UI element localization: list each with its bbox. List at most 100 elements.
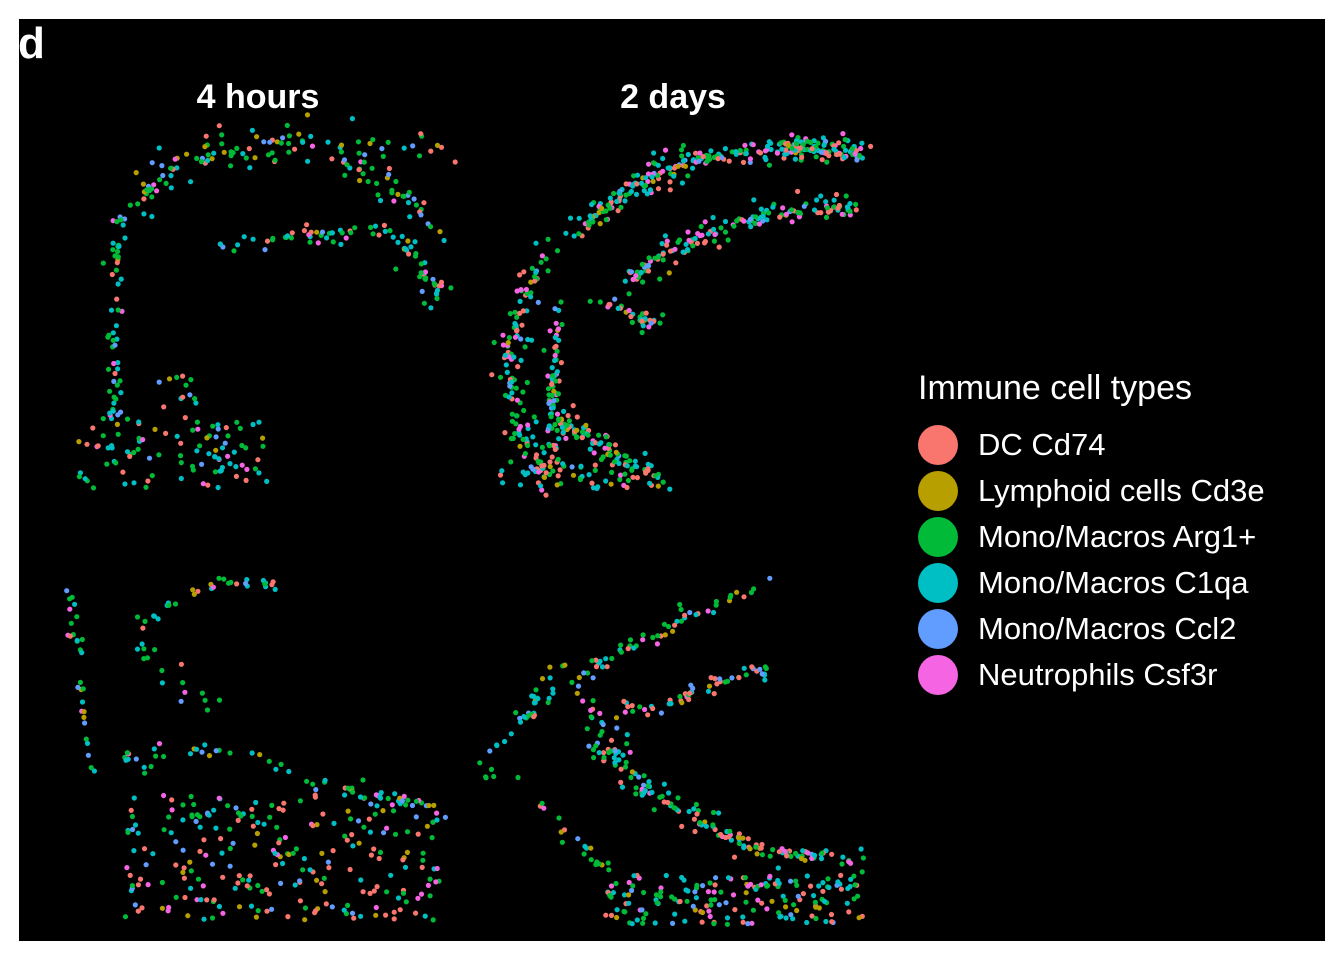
cell-point-4-hours <box>372 811 378 817</box>
cell-point-4-hours <box>356 167 362 173</box>
cell-point-4-hours <box>72 601 78 607</box>
cell-point-2-days <box>680 158 687 164</box>
cell-point-2-days <box>551 398 557 404</box>
cell-point-2-days <box>701 240 708 246</box>
cell-point-2-days <box>560 461 566 467</box>
cell-point-2-days <box>665 623 672 630</box>
cell-point-2-days <box>497 374 504 380</box>
cell-point-2-days <box>541 474 548 480</box>
cell-point-2-days <box>679 874 685 881</box>
cell-point-2-days <box>512 309 518 315</box>
cell-point-2-days <box>745 836 751 842</box>
cell-point-2-days <box>556 815 562 821</box>
cell-point-2-days <box>533 419 539 425</box>
cell-point-2-days <box>733 149 739 155</box>
cell-point-2-days <box>710 214 716 221</box>
cell-point-2-days <box>705 889 712 895</box>
cell-point-2-days <box>612 296 618 302</box>
cell-point-4-hours <box>105 366 112 372</box>
cell-point-4-hours <box>216 123 222 129</box>
cell-point-4-hours <box>159 680 165 686</box>
cell-point-4-hours <box>312 910 318 916</box>
cell-point-2-days <box>804 919 810 926</box>
cell-point-4-hours <box>385 795 391 802</box>
cell-point-4-hours <box>194 155 200 161</box>
cell-point-4-hours <box>361 824 367 830</box>
cell-point-2-days <box>734 589 740 595</box>
cell-point-2-days <box>622 909 628 915</box>
cell-point-4-hours <box>448 285 454 291</box>
cell-point-2-days <box>555 473 561 479</box>
cell-point-2-days <box>586 472 592 478</box>
cell-point-4-hours <box>180 869 186 876</box>
cell-point-2-days <box>517 482 524 488</box>
cell-point-4-hours <box>349 116 355 122</box>
cell-point-4-hours <box>111 378 117 384</box>
cell-point-4-hours <box>388 872 394 878</box>
cell-point-2-days <box>647 480 653 486</box>
cell-point-2-days <box>622 278 628 284</box>
cell-point-2-days <box>729 675 735 681</box>
cell-point-2-days <box>641 889 647 896</box>
cell-point-4-hours <box>430 276 436 282</box>
cell-point-4-hours <box>111 394 117 400</box>
cell-point-4-hours <box>141 196 147 202</box>
cell-point-4-hours <box>235 242 241 248</box>
cell-point-2-days <box>831 197 837 203</box>
cell-point-4-hours <box>218 836 224 842</box>
cell-point-2-days <box>692 235 698 242</box>
cell-point-2-days <box>576 674 582 681</box>
cell-point-2-days <box>646 255 652 261</box>
cell-point-2-days <box>824 159 830 165</box>
cell-point-2-days <box>596 432 602 438</box>
cell-point-4-hours <box>180 817 186 823</box>
cell-point-4-hours <box>178 661 184 667</box>
cell-point-2-days <box>685 888 691 894</box>
cell-point-4-hours <box>122 914 129 920</box>
cell-point-4-hours <box>348 816 354 822</box>
cell-point-2-days <box>658 710 665 716</box>
cell-point-2-days <box>859 140 865 146</box>
cell-point-2-days <box>722 679 728 685</box>
cell-point-4-hours <box>434 142 441 148</box>
cell-point-2-days <box>601 754 607 761</box>
cell-point-4-hours <box>250 823 256 829</box>
cell-point-4-hours <box>372 223 379 229</box>
cell-point-4-hours <box>211 897 217 903</box>
cell-point-4-hours <box>202 144 208 150</box>
cell-point-2-days <box>693 895 700 901</box>
cell-point-2-days <box>645 712 651 718</box>
cell-point-4-hours <box>260 435 266 441</box>
cell-point-4-hours <box>178 440 184 446</box>
cell-point-2-days <box>693 801 700 808</box>
cell-point-2-days <box>758 214 764 220</box>
cell-point-4-hours <box>412 239 418 245</box>
cell-point-2-days <box>774 150 781 156</box>
cell-point-2-days <box>638 180 645 186</box>
cell-point-2-days <box>812 852 818 859</box>
cell-point-2-days <box>846 859 852 865</box>
cell-point-2-days <box>581 670 587 676</box>
cell-point-4-hours <box>272 850 278 856</box>
cell-point-4-hours <box>135 201 141 207</box>
cell-point-2-days <box>646 324 652 330</box>
cell-point-4-hours <box>174 433 180 439</box>
cell-point-2-days <box>797 145 803 151</box>
cell-point-4-hours <box>64 588 70 594</box>
cell-point-4-hours <box>213 825 219 831</box>
cell-point-2-days <box>660 312 666 318</box>
cell-point-4-hours <box>252 155 258 161</box>
cell-point-4-hours <box>84 740 91 747</box>
cell-point-4-hours <box>304 778 310 784</box>
cell-point-4-hours <box>288 235 294 241</box>
cell-point-2-days <box>624 463 630 469</box>
cell-point-4-hours <box>154 188 160 194</box>
cell-point-2-days <box>815 140 821 146</box>
cell-point-4-hours <box>90 485 97 491</box>
cell-point-4-hours <box>356 150 362 156</box>
cell-point-2-days <box>639 261 645 267</box>
cell-point-4-hours <box>267 139 273 145</box>
cell-point-4-hours <box>416 153 423 159</box>
cell-point-4-hours <box>250 236 256 242</box>
cell-point-4-hours <box>350 789 356 795</box>
